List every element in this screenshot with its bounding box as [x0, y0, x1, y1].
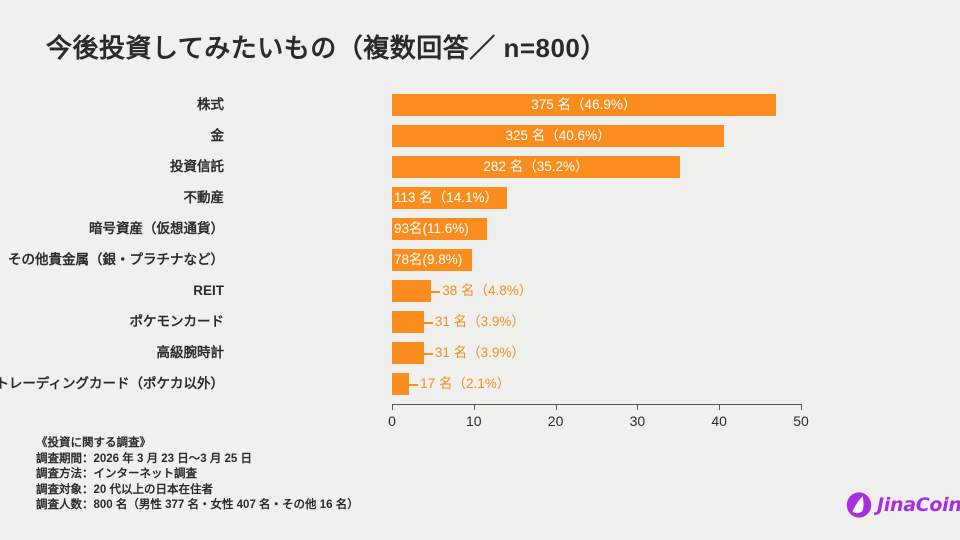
leader-line: [423, 353, 433, 355]
jinacoin-mark-icon: [846, 492, 872, 518]
category-label: 高級腕時計: [156, 345, 225, 360]
category-label: 暗号資産（仮想通貨）: [89, 221, 224, 236]
category-label: ポケモンカード: [129, 314, 225, 329]
bar: [392, 187, 508, 209]
leader-line: [423, 322, 433, 324]
axis-tick: [637, 404, 639, 410]
axis-tick: [801, 404, 802, 410]
bar-value-label: 17 名（2.1%）: [420, 376, 511, 391]
bar-row: その他貴金属（銀・プラチナなど） 78名(9.8%): [0, 249, 960, 271]
survey-footnote: 《投資に関する調査》 調査期間：2026 年 3 月 23 日〜3 月 25 日…: [36, 436, 359, 514]
page-title: 今後投資してみたいもの（複数回答／ n=800）: [46, 33, 607, 63]
bar: [392, 373, 410, 395]
axis-tick-label: 10: [466, 413, 482, 429]
axis-tick: [555, 404, 557, 410]
bar-value-label: 282 名（35.2%）: [483, 159, 589, 174]
category-label: REIT: [193, 283, 224, 298]
category-label: その他貴金属（銀・プラチナなど）: [8, 252, 224, 267]
footnote-line-period: 調査期間：2026 年 3 月 23 日〜3 月 25 日: [36, 452, 253, 465]
bar-row: 株式 375 名（46.9%）: [0, 94, 960, 116]
bar-row: 高級腕時計 31 名（3.9%）: [0, 342, 960, 364]
bar-value-label: 31 名（3.9%）: [434, 314, 525, 329]
leader-line: [431, 291, 441, 293]
category-label: 不動産: [183, 190, 225, 205]
axis-tick: [392, 404, 393, 410]
footnote-line-target: 調査対象：20 代以上の日本在住者: [36, 483, 213, 496]
bar: [392, 94, 776, 116]
bar-value-label: 93名(11.6%): [394, 221, 469, 236]
axis-tick-label: 40: [711, 413, 727, 429]
bar-value-label: 113 名（14.1%）: [394, 190, 499, 205]
category-label: 株式: [197, 97, 224, 112]
bar: [392, 218, 487, 240]
footnote-heading: 《投資に関する調査》: [36, 437, 151, 449]
axis-tick-label: 50: [793, 413, 809, 429]
footnote-line-method: 調査方法：インターネット調査: [36, 468, 197, 480]
bar: [392, 156, 680, 178]
x-axis: 0 10 20 30 40 50: [388, 404, 809, 429]
bar-value-label: 31 名（3.9%）: [434, 345, 525, 360]
bar: [392, 249, 473, 271]
brand-logo-text: JinaCoin.: [877, 494, 960, 516]
axis-tick-label: 20: [547, 413, 564, 429]
bar-row: ポケモンカード 31 名（3.9%）: [0, 311, 960, 333]
bar-value-label: 78名(9.8%): [394, 252, 463, 267]
bar: [392, 280, 432, 302]
bar-value-label: 325 名（40.6%）: [505, 128, 611, 143]
category-label: 投資信託: [170, 159, 224, 174]
bar-chart: 株式 375 名（46.9%） 金 325 名（40.6%） 投資信託 282 名（35.…: [0, 94, 960, 424]
brand-logo: JinaCoin.: [846, 489, 960, 521]
bar-row: 暗号資産（仮想通貨） 93名(11.6%): [0, 218, 960, 240]
axis-tick-label: 30: [629, 413, 646, 429]
axis-tick: [473, 404, 475, 410]
category-label: 金: [210, 128, 225, 143]
bar-row: 投資信託 282 名（35.2%）: [0, 156, 960, 178]
axis-tick: [719, 404, 721, 410]
axis-tick-label: 0: [388, 413, 396, 429]
bar: [392, 311, 424, 333]
bar-value-label: 38 名（4.8%）: [442, 283, 533, 298]
bar-row: REIT 38 名（4.8%）: [0, 280, 960, 302]
footnote-line-sample: 調査人数：800 名（男性 377 名・女性 407 名・その他 16 名）: [36, 499, 359, 511]
leader-line: [409, 384, 419, 386]
bar-row: 不動産 113 名（14.1%）: [0, 187, 960, 209]
category-label: トレーディングカード（ポケカ以外）: [0, 376, 224, 391]
bar: [392, 125, 725, 147]
bar: [392, 342, 424, 364]
bar-row: トレーディングカード（ポケカ以外） 17 名（2.1%）: [0, 373, 960, 395]
bar-value-label: 375 名（46.9%）: [531, 97, 637, 112]
bar-row: 金 325 名（40.6%）: [0, 125, 960, 147]
